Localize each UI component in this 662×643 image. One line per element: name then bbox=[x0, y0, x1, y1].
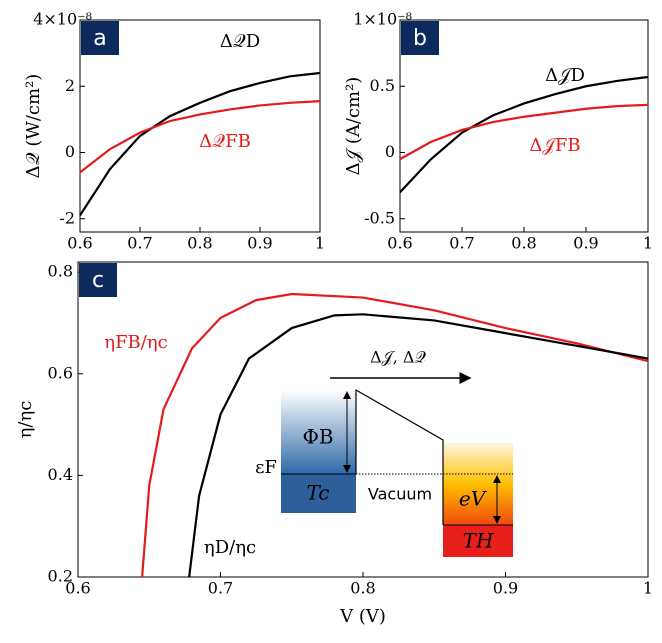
x-tick-label: 1 bbox=[643, 234, 653, 253]
x-tick-label: 0.9 bbox=[493, 579, 518, 598]
data-line bbox=[79, 100, 321, 174]
y-axis-label: Δ𝒥 (A/cm²) bbox=[343, 77, 364, 176]
barrier-label: ΦB bbox=[302, 425, 333, 449]
x-axis-label: V (V) bbox=[339, 606, 386, 627]
y-axis-label: Δ𝒬 (W/cm²) bbox=[23, 74, 44, 179]
series-label: ηFB/ηc bbox=[104, 332, 167, 353]
x-tick-label: 1 bbox=[315, 234, 325, 253]
flux-label: Δ𝒥, Δ𝒬 bbox=[370, 348, 426, 367]
x-tick-label: 0.6 bbox=[67, 234, 92, 253]
data-line bbox=[79, 71, 321, 217]
panel-badge bbox=[401, 21, 439, 55]
y-tick-label: 0.8 bbox=[48, 262, 73, 281]
x-tick-label: 0.9 bbox=[247, 234, 272, 253]
data-line bbox=[399, 75, 649, 194]
y-tick-label: 0.5 bbox=[370, 76, 395, 95]
cold-reservoir bbox=[281, 474, 356, 513]
x-tick-label: 0.8 bbox=[187, 234, 212, 253]
series-label: ηD/ηc bbox=[204, 537, 256, 558]
y-axis-label: η/ηc bbox=[15, 401, 36, 439]
hot-reservoir bbox=[443, 525, 513, 557]
y-tick-label: 0.6 bbox=[48, 363, 73, 382]
plot-frame bbox=[77, 261, 649, 578]
cold-label: Tc bbox=[307, 481, 330, 505]
data-line bbox=[141, 292, 649, 578]
fermi-label: εF bbox=[255, 457, 277, 478]
panel-label: a bbox=[93, 26, 106, 51]
series-label: Δ𝒥D bbox=[545, 65, 585, 86]
y-tick-label: 0.2 bbox=[48, 567, 73, 586]
vacuum-label: Vacuum bbox=[368, 485, 432, 504]
x-tick-label: 0.8 bbox=[511, 234, 536, 253]
y-tick-label: 0 bbox=[385, 142, 395, 161]
panel-label: c bbox=[92, 268, 104, 293]
x-tick-label: 0.7 bbox=[127, 234, 152, 253]
y-tick-label: 0 bbox=[65, 142, 75, 161]
series-label: Δ𝒬FB bbox=[199, 131, 251, 152]
panel-badge bbox=[79, 263, 117, 297]
x-tick-label: 0.6 bbox=[65, 579, 90, 598]
x-tick-label: 0.7 bbox=[449, 234, 474, 253]
series-label: Δ𝒥FB bbox=[529, 135, 580, 156]
data-line bbox=[188, 313, 649, 578]
panel-badge bbox=[81, 21, 119, 55]
hot-label: TH bbox=[463, 529, 494, 553]
y-tick-label: -2 bbox=[59, 208, 75, 227]
x-tick-label: 0.8 bbox=[350, 579, 375, 598]
data-line bbox=[399, 103, 649, 161]
x-tick-label: 0.7 bbox=[208, 579, 233, 598]
y-tick-label: 2 bbox=[65, 76, 75, 95]
hot-electrode bbox=[443, 443, 513, 525]
barrier bbox=[355, 388, 444, 525]
x-tick-label: 0.6 bbox=[387, 234, 412, 253]
x-tick-label: 0.9 bbox=[573, 234, 598, 253]
y-tick-label: 4×10⁻⁸ bbox=[33, 10, 92, 29]
y-tick-label: -0.5 bbox=[364, 208, 395, 227]
series-label: Δ𝒬D bbox=[220, 31, 260, 52]
y-tick-label: 0.4 bbox=[48, 465, 73, 484]
panel-label: b bbox=[413, 26, 427, 51]
inset-diagram: Δ𝒥, Δ𝒬 ΦB εF Tc Vacuum eV TH bbox=[255, 348, 513, 557]
x-tick-label: 1 bbox=[643, 579, 653, 598]
bias-label: eV bbox=[459, 487, 488, 511]
y-tick-label: 1×10⁻⁸ bbox=[353, 10, 412, 29]
